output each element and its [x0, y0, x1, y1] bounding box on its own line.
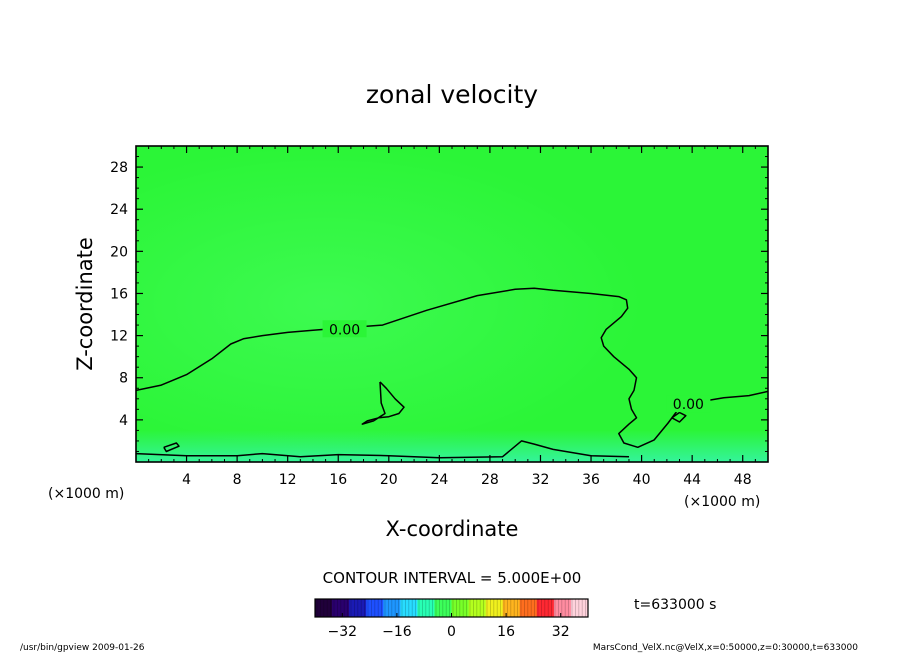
colorbar-cell	[383, 599, 401, 617]
colorbar-cell	[451, 599, 469, 617]
colorbar-cell	[332, 599, 350, 617]
y-axis-label: Z-coordinate	[73, 237, 97, 371]
y-tick-label: 4	[119, 413, 128, 429]
y-axis-unit-note: (×1000 m)	[48, 486, 124, 502]
contour-label: 0.00	[329, 322, 360, 338]
field-light-patch	[136, 146, 768, 462]
time-label: t=633000 s	[634, 597, 716, 613]
contour-line	[163, 442, 180, 453]
x-tick-label: 4	[182, 472, 191, 488]
contour-label-backdrop	[322, 320, 367, 338]
field-shading	[136, 146, 768, 462]
colorbar-cell	[434, 599, 452, 617]
y-tick-label: 24	[110, 202, 128, 218]
colorbar-cell	[366, 599, 384, 617]
x-axis-label: X-coordinate	[386, 517, 519, 541]
x-axis-unit-note: (×1000 m)	[684, 494, 760, 510]
colorbar-cell	[553, 599, 572, 617]
colorbar-tick-label: 32	[552, 624, 570, 640]
x-tick-label: 8	[233, 472, 242, 488]
contour-lines	[136, 287, 768, 459]
colorbar-cell	[468, 599, 487, 617]
y-tick-label: 20	[110, 244, 128, 260]
colorbar-cell	[349, 599, 367, 617]
colorbar-tick-label: 16	[497, 624, 515, 640]
field-near-ground-band	[136, 430, 768, 462]
contour-labels: 0.00 0.00	[322, 320, 711, 413]
colorbar-cell	[536, 599, 555, 617]
y-axis-ticks: 4 8 12 16 20 24 28	[110, 156, 768, 452]
x-tick-label: 32	[532, 472, 550, 488]
contour-line	[136, 440, 630, 459]
x-tick-label: 12	[279, 472, 297, 488]
contour-label: 0.00	[673, 397, 704, 413]
chart-title: zonal velocity	[366, 80, 538, 109]
x-tick-label: 36	[582, 472, 600, 488]
footer-right: MarsCond_VelX.nc@VelX,x=0:50000,z=0:3000…	[593, 643, 858, 653]
colorbar-tick-label: 0	[447, 624, 456, 640]
colorbar-tick-label: −16	[382, 624, 412, 640]
colorbar: −32 −16 0 16 32	[314, 598, 589, 640]
contour-line	[361, 381, 405, 425]
colorbar-cell	[502, 599, 521, 617]
x-tick-label: 20	[380, 472, 398, 488]
colorbar-cell	[400, 599, 418, 617]
colorbar-cell	[417, 599, 435, 617]
contour-line	[671, 411, 687, 423]
colorbar-ticks: −32 −16 0 16 32	[328, 613, 570, 640]
colorbar-cell	[519, 599, 538, 617]
x-tick-label: 24	[430, 472, 448, 488]
x-tick-label: 40	[633, 472, 651, 488]
colorbar-cell	[315, 599, 333, 617]
x-tick-label: 48	[734, 472, 752, 488]
colorbar-cells	[315, 599, 589, 617]
x-axis-ticks: 4 8 12 16 20 24 28 32 36 40 44 48	[148, 146, 756, 488]
plot-area: 0.000.00 4 8 12 16 20 24 28 32 36 40 44 48 48121620…	[110, 145, 769, 488]
y-tick-label: 16	[110, 286, 128, 302]
contour-interval-label: CONTOUR INTERVAL = 5.000E+00	[323, 569, 582, 587]
y-tick-label: 12	[110, 329, 128, 345]
colorbar-tick-label: −32	[328, 624, 358, 640]
x-tick-label: 28	[481, 472, 499, 488]
contour-label-backdrop	[666, 395, 711, 413]
x-tick-label: 44	[683, 472, 701, 488]
colorbar-cell	[570, 599, 589, 617]
colorbar-cell	[485, 599, 504, 617]
y-tick-label: 8	[119, 371, 128, 387]
footer-left: /usr/bin/gpview 2009-01-26	[20, 643, 145, 653]
x-tick-label: 16	[329, 472, 347, 488]
y-tick-label: 28	[110, 160, 128, 176]
contour-line	[136, 287, 768, 449]
